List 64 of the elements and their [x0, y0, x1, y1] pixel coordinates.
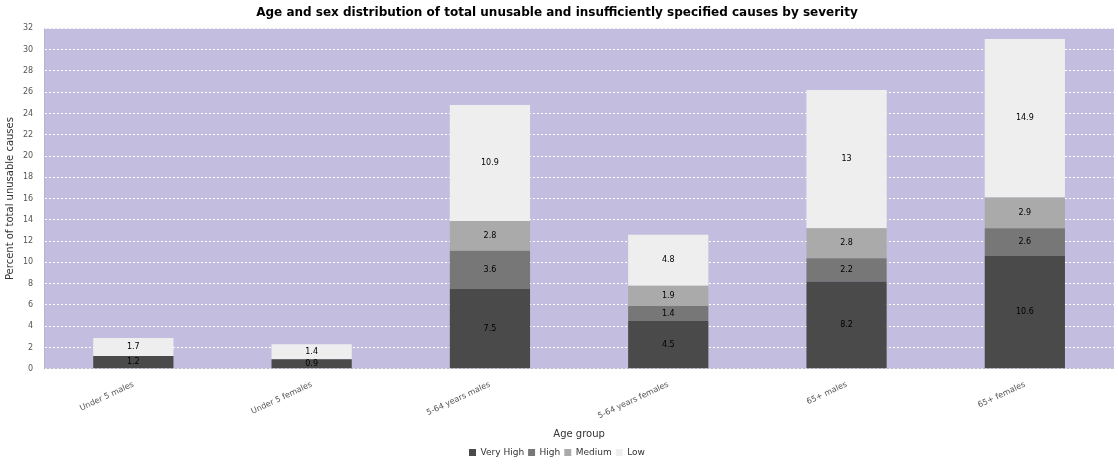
y-tick-label: 32 [22, 23, 34, 33]
data-label: 13 [841, 154, 852, 164]
y-tick-label: 26 [22, 87, 34, 97]
legend-label: Low [627, 446, 645, 457]
y-tick-label: 8 [28, 278, 34, 288]
legend-label: Very High [480, 446, 525, 457]
bar [984, 228, 1065, 257]
data-label: 2.2 [840, 264, 853, 274]
y-tick-label: 14 [22, 214, 34, 224]
bar [806, 228, 887, 259]
bar [806, 281, 887, 369]
bar [628, 285, 709, 306]
y-tick-label: 24 [22, 108, 34, 118]
data-label: 1.4 [661, 308, 675, 318]
data-label: 1.2 [126, 357, 140, 367]
y-tick-label: 0 [28, 363, 34, 373]
y-tick-label: 16 [22, 193, 34, 203]
data-label: 1.4 [305, 346, 318, 356]
bar [984, 197, 1065, 229]
bar [93, 355, 174, 369]
legend-label: High [539, 446, 561, 457]
y-tick-label: 12 [22, 236, 34, 246]
bar [628, 234, 709, 286]
data-label: 4.8 [661, 255, 675, 265]
y-tick-label: 10 [22, 257, 34, 267]
chart-title: Age and sex distribution of total unusable and insufficiently specified causes by severity [256, 5, 858, 20]
bar [984, 39, 1065, 198]
y-tick-label: 22 [22, 129, 34, 139]
data-label: 10.6 [1015, 307, 1034, 317]
legend-label: Medium [575, 446, 612, 457]
y-tick-label: 6 [28, 300, 34, 310]
y-axis-title: Percent of total unusable causes [3, 117, 15, 281]
data-label: 4.5 [661, 339, 675, 349]
bar [271, 344, 352, 360]
bar [628, 306, 709, 321]
data-label: 2.9 [1018, 208, 1032, 218]
y-tick-label: 28 [22, 66, 34, 76]
bar [449, 220, 531, 251]
bar [449, 250, 531, 289]
bar [271, 359, 352, 369]
data-label: 2.6 [1018, 237, 1032, 247]
data-label: 8.2 [840, 319, 853, 329]
data-label: 1.9 [661, 290, 675, 300]
data-label: 14.9 [1015, 113, 1034, 123]
y-tick-label: 18 [22, 172, 34, 182]
y-tick-label: 2 [28, 342, 34, 352]
data-label: 10.9 [481, 158, 499, 168]
bar [628, 320, 709, 369]
x-axis-title: Age group [553, 427, 605, 439]
bar [984, 256, 1065, 369]
y-tick-label: 30 [22, 44, 34, 54]
y-tick-label: 4 [28, 321, 34, 331]
data-label: 2.8 [483, 230, 497, 240]
data-label: 3.6 [483, 264, 497, 274]
bar [806, 90, 887, 229]
bar [93, 337, 174, 356]
bar [449, 104, 531, 221]
data-label: 0.9 [305, 358, 318, 368]
data-label: 7.5 [483, 323, 497, 333]
y-tick-label: 20 [22, 151, 34, 161]
bar [449, 288, 531, 369]
bar [806, 258, 887, 282]
data-label: 2.8 [840, 238, 853, 248]
data-label: 1.7 [126, 342, 140, 352]
